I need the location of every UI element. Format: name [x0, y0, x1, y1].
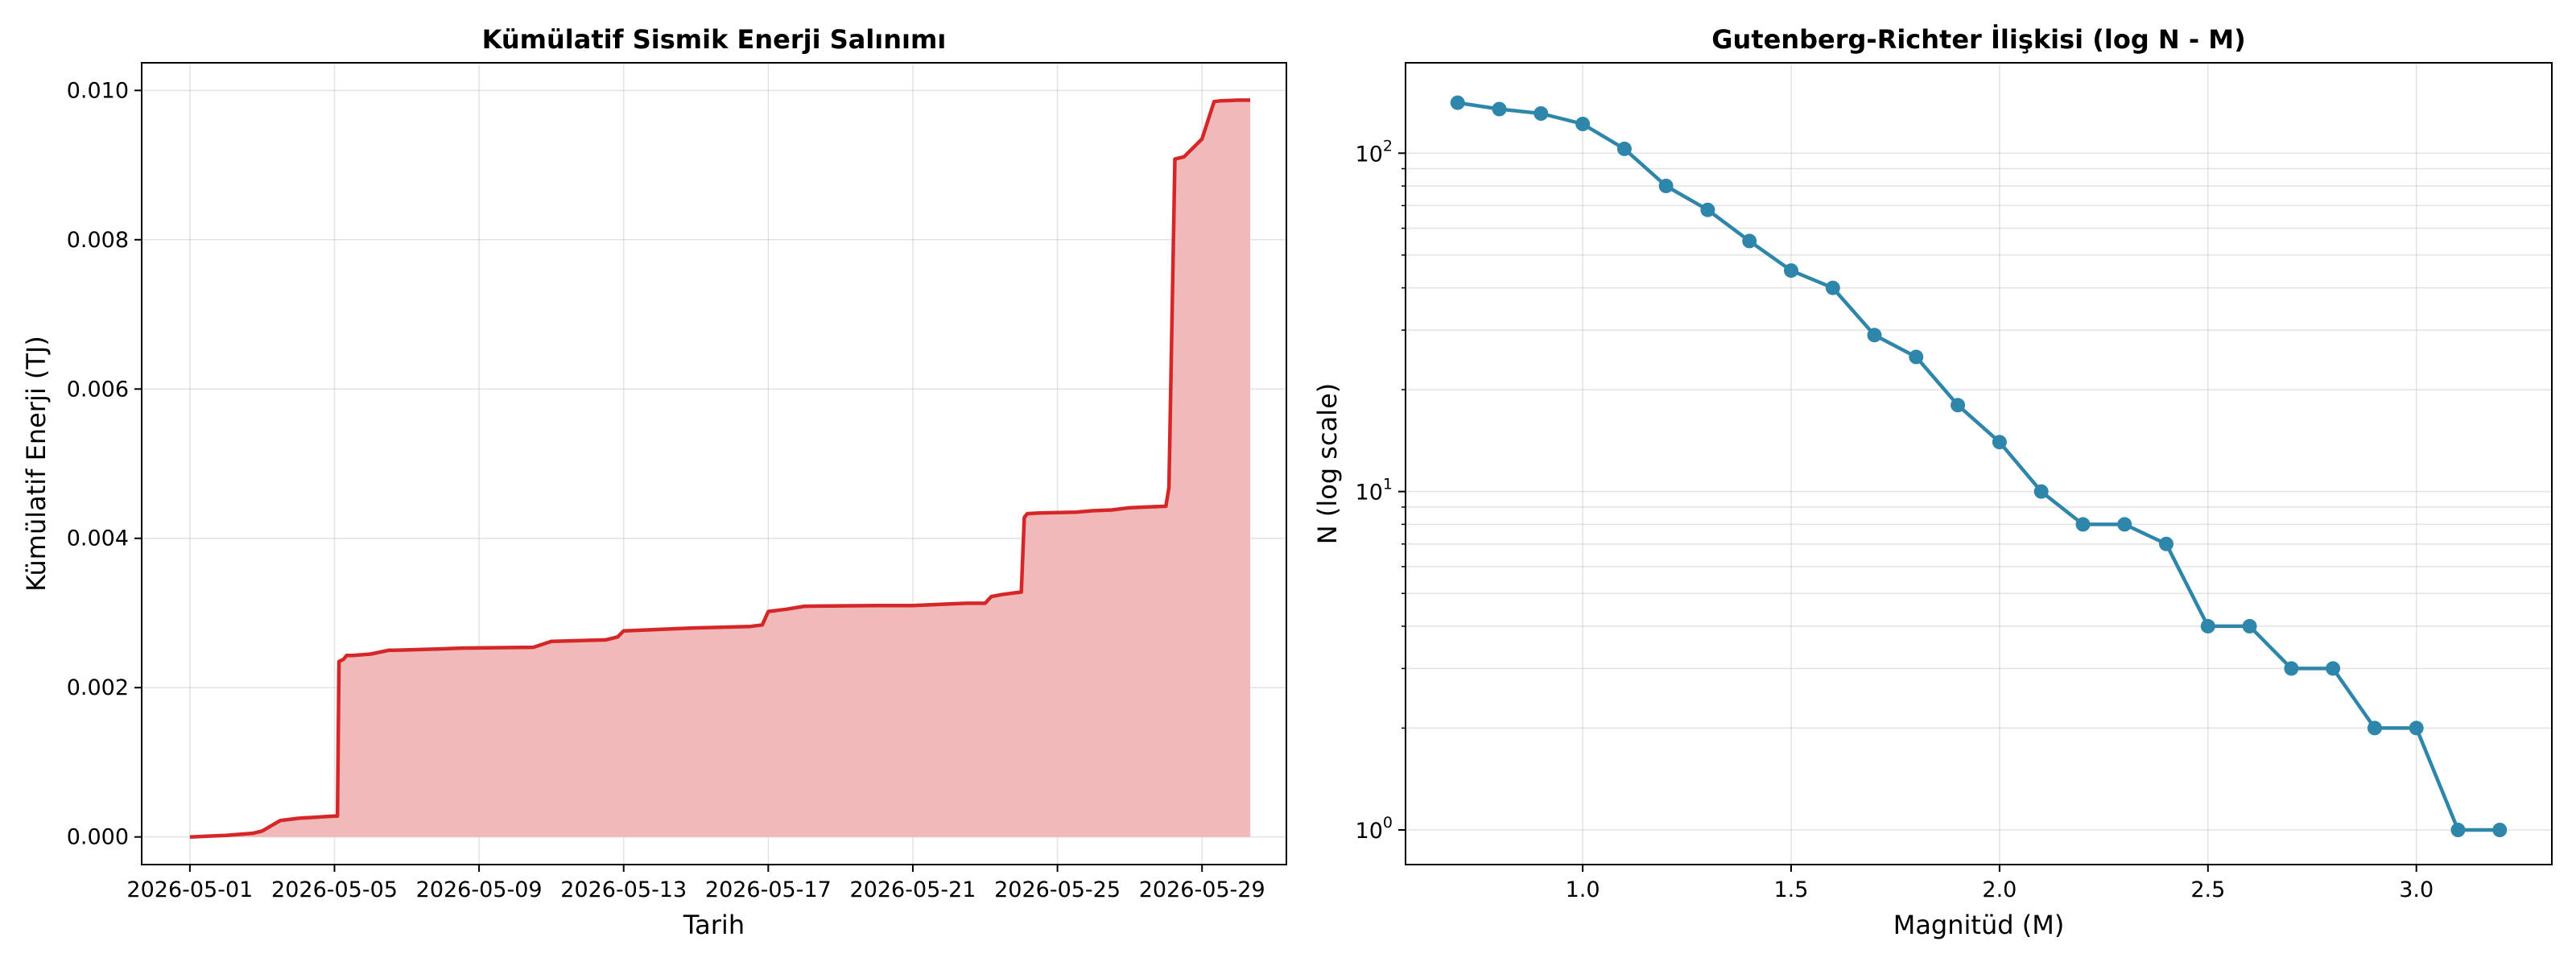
data-point — [2409, 720, 2424, 736]
x-tick-label: 3.0 — [2399, 877, 2434, 902]
cumulative-energy-title: Kümülatif Sismik Enerji Salınımı — [482, 24, 947, 55]
data-point — [1867, 328, 1882, 343]
x-tick-label: 2.0 — [1982, 877, 2017, 902]
gutenberg-richter-title: Gutenberg-Richter İlişkisi (log N - M) — [1711, 24, 2245, 55]
y-tick-exponent: 1 — [1383, 476, 1393, 493]
data-point — [1742, 233, 1757, 249]
data-point — [2450, 823, 2466, 837]
y-tick-base: 10 — [1356, 481, 1383, 506]
gutenberg-richter-y-axis-label: N (log scale) — [1312, 383, 1343, 544]
data-point — [2284, 661, 2299, 676]
data-point — [1951, 398, 1966, 413]
data-point — [2326, 661, 2341, 676]
gutenberg-richter-axes-frame — [1405, 62, 2553, 865]
y-tick-label: 0.002 — [67, 675, 129, 700]
y-tick-label: 101 — [1356, 476, 1393, 506]
y-tick-label: 0.004 — [67, 526, 129, 551]
x-tick-label: 1.0 — [1566, 877, 1600, 902]
x-tick-label: 2026-05-09 — [416, 877, 543, 902]
data-point — [1534, 106, 1549, 121]
data-point — [1450, 95, 1465, 110]
data-point — [2033, 484, 2049, 499]
y-tick-base: 10 — [1356, 819, 1383, 844]
data-point — [1825, 280, 1840, 295]
x-tick-label: 2026-05-13 — [560, 877, 687, 902]
data-point — [1992, 435, 2007, 450]
chart-cumulative-energy: 2026-05-01 2026-05-05 2026-05-09 2026-05-13… — [21, 24, 1287, 940]
y-tick-label: 100 — [1356, 814, 1393, 844]
data-point — [1784, 263, 1798, 279]
gutenberg-richter-x-axis-label: Magnitüd (M) — [1893, 910, 2065, 940]
data-point — [1575, 117, 1591, 131]
y-tick-label: 0.008 — [67, 228, 129, 253]
y-tick-label: 0.000 — [67, 825, 129, 850]
x-tick-label: 1.5 — [1774, 877, 1809, 902]
data-point — [2117, 517, 2132, 532]
data-point — [1616, 141, 1632, 156]
y-tick-label: 102 — [1356, 137, 1393, 167]
data-point — [1492, 101, 1507, 117]
cumulative-energy-area — [189, 100, 1251, 837]
data-point — [2242, 618, 2257, 634]
data-point — [2159, 536, 2174, 551]
data-point — [2200, 618, 2215, 634]
cumulative-energy-ticks: 2026-05-01 2026-05-05 2026-05-09 2026-05-13… — [67, 78, 1265, 902]
data-point — [1658, 179, 1674, 193]
gutenberg-richter-grid — [1406, 63, 2552, 865]
x-tick-label: 2026-05-01 — [126, 877, 253, 902]
cumulative-energy-y-axis-label: Kümülatif Enerji (TJ) — [21, 336, 52, 592]
data-point — [1700, 202, 1715, 217]
x-tick-label: 2026-05-05 — [271, 877, 398, 902]
cumulative-energy-line — [189, 98, 1251, 839]
data-point — [2367, 720, 2382, 736]
gutenberg-richter-points — [1450, 95, 2508, 837]
x-tick-label: 2026-05-17 — [705, 877, 832, 902]
x-tick-label: 2026-05-21 — [850, 877, 976, 902]
y-tick-exponent: 0 — [1383, 814, 1393, 832]
y-tick-base: 10 — [1356, 142, 1383, 167]
y-tick-label: 0.006 — [67, 377, 129, 402]
x-tick-label: 2026-05-25 — [994, 877, 1121, 902]
data-point — [1909, 349, 1924, 365]
cumulative-energy-x-axis-label: Tarih — [683, 910, 745, 940]
cumulative-energy-axes-frame — [141, 62, 1287, 865]
y-tick-exponent: 2 — [1383, 137, 1393, 155]
data-point — [2492, 823, 2508, 837]
x-tick-label: 2026-05-29 — [1139, 877, 1265, 902]
x-tick-label: 2.5 — [2190, 877, 2225, 902]
data-point — [2075, 517, 2091, 532]
y-tick-label: 0.010 — [67, 78, 129, 103]
